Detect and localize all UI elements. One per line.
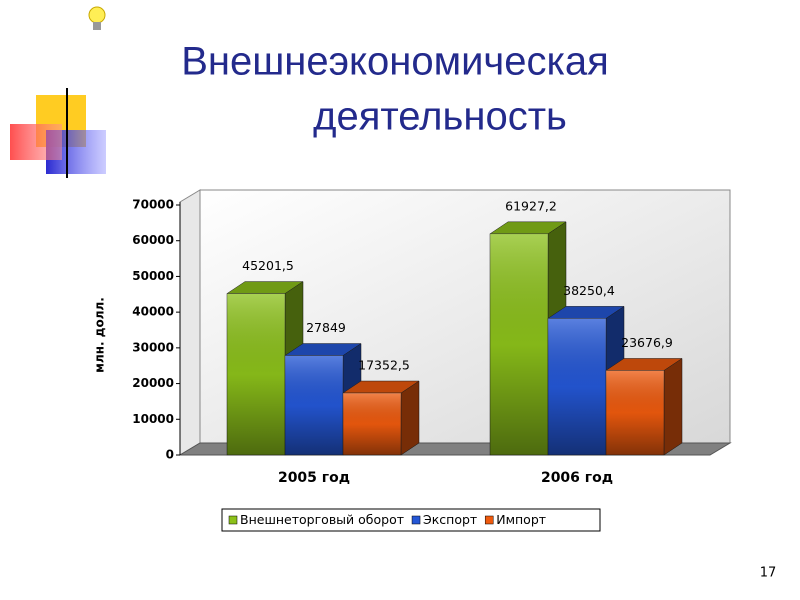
y-tick-label: 30000 [132,340,174,354]
bar-shading [343,393,401,455]
legend [221,508,601,532]
bar-side [663,357,683,456]
y-tick-label: 0 [166,448,174,462]
x-tick-label: 2006 год [541,470,613,486]
bar-shading [606,370,664,455]
y-tick-label: 10000 [132,412,174,426]
value-label: 45201,5 [242,258,294,273]
decoration [10,6,740,178]
bar-shading [490,233,548,455]
value-label: 27849 [306,320,346,335]
x-tick-label: 2005 год [278,470,350,486]
legend-swatch [228,515,238,525]
slide-title-line: Внешнеэкономическая [181,40,609,84]
legend-swatch [484,515,494,525]
value-label: 38250,4 [563,283,615,298]
value-label: 61927,2 [505,198,557,213]
y-tick-label: 20000 [132,376,174,390]
bar-side [400,380,420,456]
bar-shading [285,355,343,455]
legend-label: Внешнеторговый оборот [240,512,404,527]
y-axis-label: млн. долл. [93,297,107,373]
page-number: 17 [760,566,777,581]
y-tick-label: 60000 [132,233,174,247]
y-tick-label: 50000 [132,269,174,283]
value-label: 23676,9 [621,335,673,350]
legend-label: Экспорт [423,512,477,527]
slide-title-line: деятельность [313,95,567,139]
y-tick-label: 40000 [132,305,174,319]
y-tick-label: 70000 [132,198,174,212]
side-wall [179,189,201,456]
bar-shading [548,318,606,455]
bar-shading [227,293,285,455]
legend-label: Импорт [496,512,546,527]
value-label: 17352,5 [358,358,410,373]
legend-swatch [411,515,421,525]
